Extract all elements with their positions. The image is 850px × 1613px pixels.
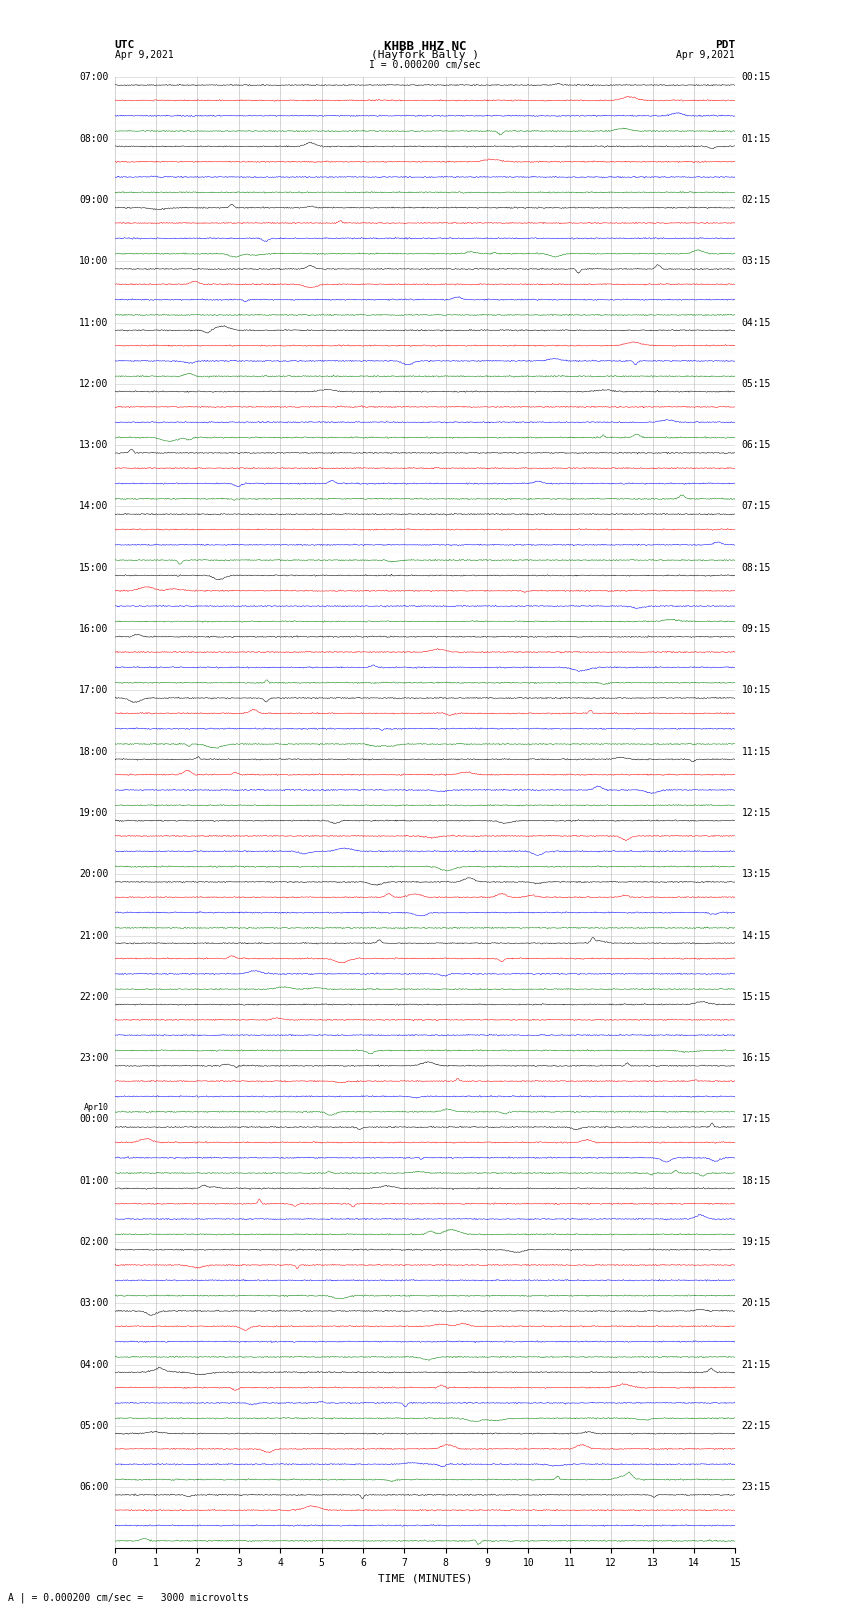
Text: 10:00: 10:00 <box>79 256 109 266</box>
Text: 00:00: 00:00 <box>79 1115 109 1124</box>
Text: 18:00: 18:00 <box>79 747 109 756</box>
Text: UTC: UTC <box>115 40 135 50</box>
Text: 09:15: 09:15 <box>741 624 771 634</box>
Text: KHBB HHZ NC: KHBB HHZ NC <box>383 40 467 53</box>
Text: 02:00: 02:00 <box>79 1237 109 1247</box>
Text: 16:15: 16:15 <box>741 1053 771 1063</box>
Text: 14:15: 14:15 <box>741 931 771 940</box>
Text: 23:15: 23:15 <box>741 1482 771 1492</box>
Text: 18:15: 18:15 <box>741 1176 771 1186</box>
Text: 07:15: 07:15 <box>741 502 771 511</box>
Text: 08:00: 08:00 <box>79 134 109 144</box>
Text: 23:00: 23:00 <box>79 1053 109 1063</box>
Text: (Hayfork Bally ): (Hayfork Bally ) <box>371 50 479 60</box>
Text: 01:15: 01:15 <box>741 134 771 144</box>
Text: 11:00: 11:00 <box>79 318 109 327</box>
Text: 03:15: 03:15 <box>741 256 771 266</box>
Text: A | = 0.000200 cm/sec =   3000 microvolts: A | = 0.000200 cm/sec = 3000 microvolts <box>8 1592 249 1603</box>
Text: 04:15: 04:15 <box>741 318 771 327</box>
Text: 11:15: 11:15 <box>741 747 771 756</box>
Text: 14:00: 14:00 <box>79 502 109 511</box>
Text: 19:00: 19:00 <box>79 808 109 818</box>
Text: 13:15: 13:15 <box>741 869 771 879</box>
Text: 12:15: 12:15 <box>741 808 771 818</box>
Text: 22:00: 22:00 <box>79 992 109 1002</box>
Text: 06:00: 06:00 <box>79 1482 109 1492</box>
Text: 10:15: 10:15 <box>741 686 771 695</box>
Text: 05:00: 05:00 <box>79 1421 109 1431</box>
Text: 02:15: 02:15 <box>741 195 771 205</box>
Text: 13:00: 13:00 <box>79 440 109 450</box>
Text: 16:00: 16:00 <box>79 624 109 634</box>
Text: 09:00: 09:00 <box>79 195 109 205</box>
Text: 21:00: 21:00 <box>79 931 109 940</box>
Text: 04:00: 04:00 <box>79 1360 109 1369</box>
Text: 17:00: 17:00 <box>79 686 109 695</box>
Text: 07:00: 07:00 <box>79 73 109 82</box>
X-axis label: TIME (MINUTES): TIME (MINUTES) <box>377 1574 473 1584</box>
Text: Apr10: Apr10 <box>83 1103 109 1111</box>
Text: I = 0.000200 cm/sec: I = 0.000200 cm/sec <box>369 60 481 69</box>
Text: 22:15: 22:15 <box>741 1421 771 1431</box>
Text: 15:15: 15:15 <box>741 992 771 1002</box>
Text: 06:15: 06:15 <box>741 440 771 450</box>
Text: 21:15: 21:15 <box>741 1360 771 1369</box>
Text: 15:00: 15:00 <box>79 563 109 573</box>
Text: 03:00: 03:00 <box>79 1298 109 1308</box>
Text: Apr 9,2021: Apr 9,2021 <box>677 50 735 60</box>
Text: 17:15: 17:15 <box>741 1115 771 1124</box>
Text: PDT: PDT <box>715 40 735 50</box>
Text: 00:15: 00:15 <box>741 73 771 82</box>
Text: 08:15: 08:15 <box>741 563 771 573</box>
Text: 20:00: 20:00 <box>79 869 109 879</box>
Text: 01:00: 01:00 <box>79 1176 109 1186</box>
Text: 19:15: 19:15 <box>741 1237 771 1247</box>
Text: 20:15: 20:15 <box>741 1298 771 1308</box>
Text: 05:15: 05:15 <box>741 379 771 389</box>
Text: 12:00: 12:00 <box>79 379 109 389</box>
Text: Apr 9,2021: Apr 9,2021 <box>115 50 173 60</box>
